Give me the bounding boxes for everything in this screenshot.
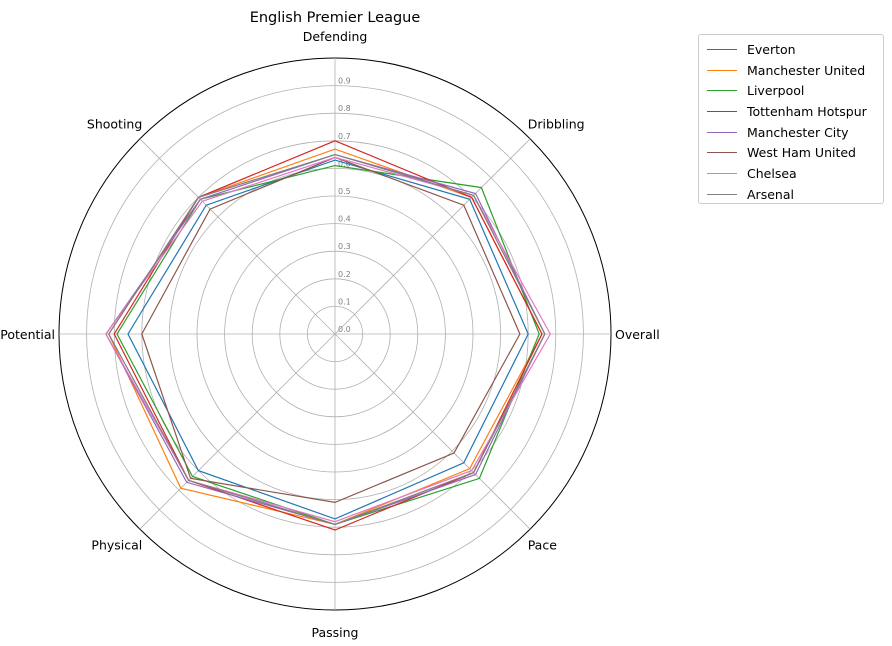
- axis-label: Physical: [91, 538, 142, 553]
- legend-item: Manchester United: [707, 60, 883, 81]
- series-line: [108, 153, 546, 526]
- legend-label: West Ham United: [747, 145, 856, 161]
- radial-tick-label: 0.1: [338, 297, 351, 306]
- radial-tick-label: 0.7: [338, 132, 351, 141]
- radial-tick-label: 0.2: [338, 270, 351, 279]
- legend-item: Manchester City: [707, 122, 883, 143]
- radial-tick-label: 0.5: [338, 187, 351, 196]
- grid-spoke: [334, 138, 531, 335]
- legend-swatch: [707, 110, 737, 112]
- legend-item: Arsenal: [707, 184, 883, 205]
- grid-spoke: [139, 333, 336, 530]
- axis-label: Potential: [0, 327, 55, 342]
- axis-label: Dribbling: [528, 116, 585, 131]
- legend-swatch: [707, 90, 737, 92]
- legend-swatch: [707, 172, 737, 174]
- legend-item: West Ham United: [707, 142, 883, 163]
- radial-tick-label: 0.0: [338, 325, 351, 334]
- legend-item: Everton: [707, 39, 883, 60]
- series-line: [116, 164, 540, 526]
- legend-label: Everton: [747, 41, 796, 57]
- legend-label: Manchester City: [747, 124, 849, 140]
- legend-label: Arsenal: [747, 186, 794, 202]
- series-line: [127, 159, 529, 520]
- axis-label: Pace: [528, 538, 558, 553]
- series-line: [141, 156, 521, 504]
- legend-label: Liverpool: [747, 83, 805, 99]
- series-lines: [105, 140, 551, 531]
- legend-swatch: [707, 69, 737, 71]
- grid-spoke: [139, 138, 336, 335]
- axis-label: Passing: [312, 625, 359, 640]
- radial-tick-label: 0.3: [338, 242, 351, 251]
- legend-label: Chelsea: [747, 165, 797, 181]
- axis-label: Overall: [615, 327, 660, 342]
- legend-item: Chelsea: [707, 163, 883, 184]
- axis-label: Shooting: [87, 116, 142, 131]
- legend-swatch: [707, 193, 737, 195]
- grid-spoke: [334, 333, 531, 530]
- legend-label: Tottenham Hotspur: [747, 103, 867, 119]
- radial-tick-labels: 0.0 0.1 0.2 0.3 0.4 0.5 0.6 0.7 0.8 0.9: [338, 77, 351, 334]
- legend-item: Liverpool: [707, 80, 883, 101]
- radial-tick-label: 0.9: [338, 77, 351, 86]
- legend-item: Tottenham Hotspur: [707, 101, 883, 122]
- radial-tick-label: 0.4: [338, 215, 351, 224]
- chart-title: English Premier League: [250, 10, 421, 26]
- legend-swatch: [707, 48, 737, 50]
- legend-label: Manchester United: [747, 62, 866, 78]
- legend-swatch: [707, 152, 737, 154]
- legend-swatch: [707, 131, 737, 133]
- axis-labels: Overall Dribbling Defending Shooting Potenti…: [0, 29, 659, 640]
- radial-tick-label: 0.8: [338, 104, 351, 113]
- series-line: [108, 148, 543, 526]
- series-line: [105, 156, 551, 523]
- radial-tick-label: 0.6: [338, 159, 351, 168]
- legend: Everton Manchester United Liverpool Tottenh…: [698, 34, 884, 204]
- axis-label: Defending: [303, 29, 368, 44]
